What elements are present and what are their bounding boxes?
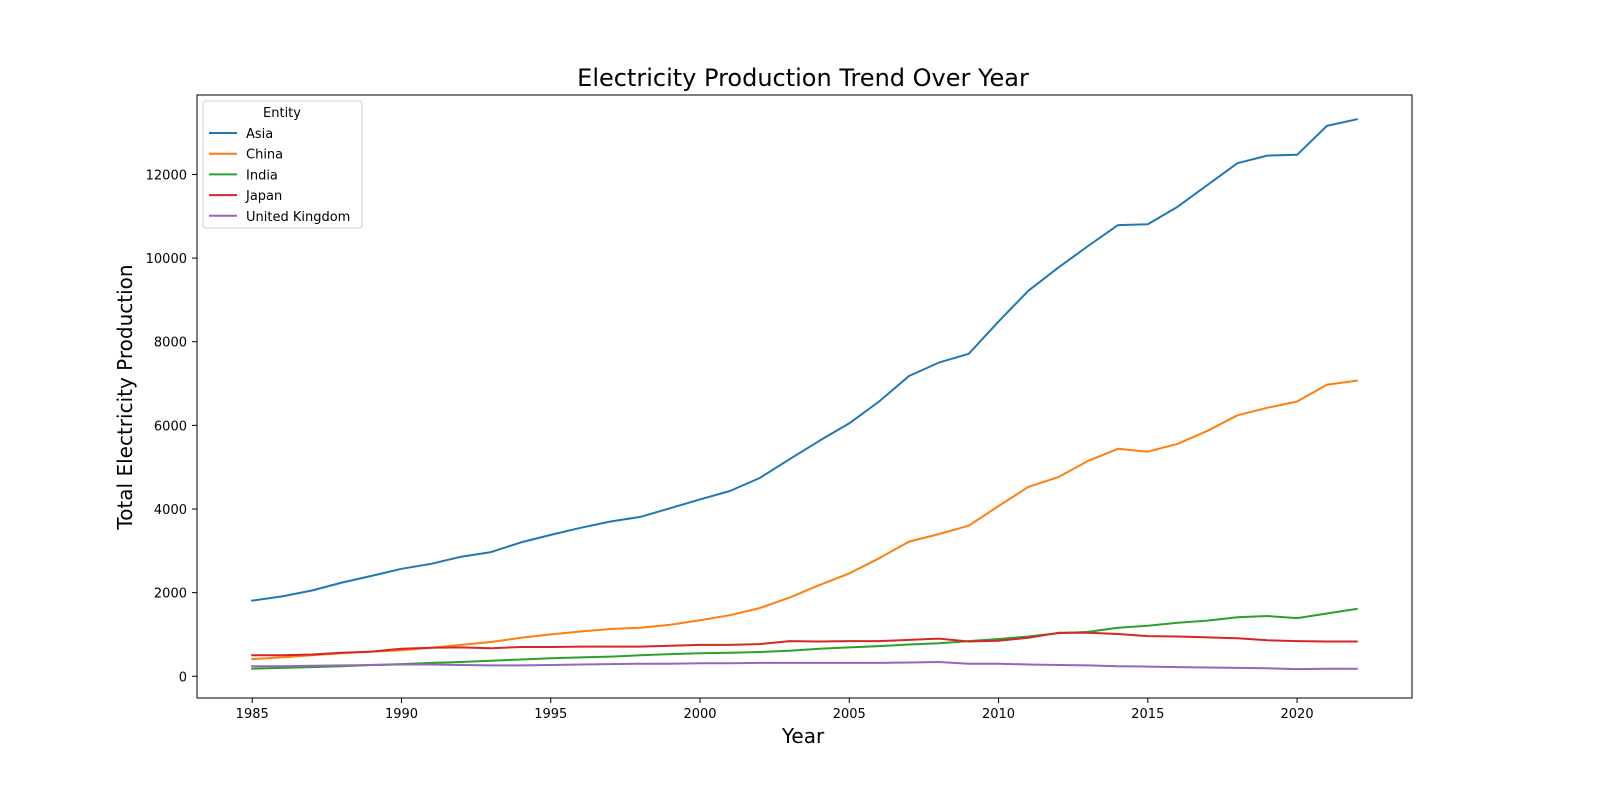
y-tick-label: 12000 bbox=[146, 168, 187, 183]
y-tick-label: 10000 bbox=[146, 252, 187, 267]
series-layer bbox=[251, 118, 1358, 671]
x-tick-label: 2015 bbox=[1131, 707, 1164, 722]
x-tick-label: 2020 bbox=[1281, 707, 1314, 722]
legend-label-china: China bbox=[246, 148, 283, 163]
legend-label-united-kingdom: United Kingdom bbox=[246, 210, 350, 225]
x-tick-label: 1995 bbox=[534, 707, 567, 722]
legend-title: Entity bbox=[263, 106, 301, 121]
ticks-layer: 1985 1990 1995 2000 2005 2010 2015 2020 0 2000 400… bbox=[146, 168, 1314, 722]
legend-items: Asia China India Japan United Kingdom bbox=[209, 127, 350, 225]
x-tick-label: 2000 bbox=[683, 707, 716, 722]
x-axis-label: Year bbox=[781, 724, 825, 748]
legend-label-asia: Asia bbox=[246, 127, 273, 142]
y-tick-label: 2000 bbox=[154, 587, 187, 602]
x-tick-label: 1985 bbox=[236, 707, 269, 722]
y-axis-label: Total Electricity Production bbox=[113, 264, 137, 530]
y-tick-label: 8000 bbox=[154, 336, 187, 351]
legend-label-india: India bbox=[246, 168, 278, 183]
series-line-india bbox=[251, 607, 1358, 670]
y-tick-label: 4000 bbox=[154, 503, 187, 518]
legend-label-japan: Japan bbox=[245, 189, 282, 204]
x-tick-label: 1990 bbox=[385, 707, 418, 722]
y-tick-label: 0 bbox=[179, 670, 187, 685]
chart-title: Electricity Production Trend Over Year bbox=[577, 64, 1029, 92]
series-line-japan bbox=[251, 631, 1358, 657]
y-tick-label: 6000 bbox=[154, 419, 187, 434]
x-tick-label: 2010 bbox=[982, 707, 1015, 722]
x-tick-label: 2005 bbox=[833, 707, 866, 722]
plot-frame bbox=[196, 94, 1413, 699]
series-line-china bbox=[251, 379, 1358, 661]
legend: Entity Asia China India Japan United Kingdom bbox=[202, 100, 363, 229]
series-line-united-kingdom bbox=[251, 661, 1358, 671]
series-line-asia bbox=[251, 118, 1358, 602]
legend-box bbox=[202, 100, 363, 229]
